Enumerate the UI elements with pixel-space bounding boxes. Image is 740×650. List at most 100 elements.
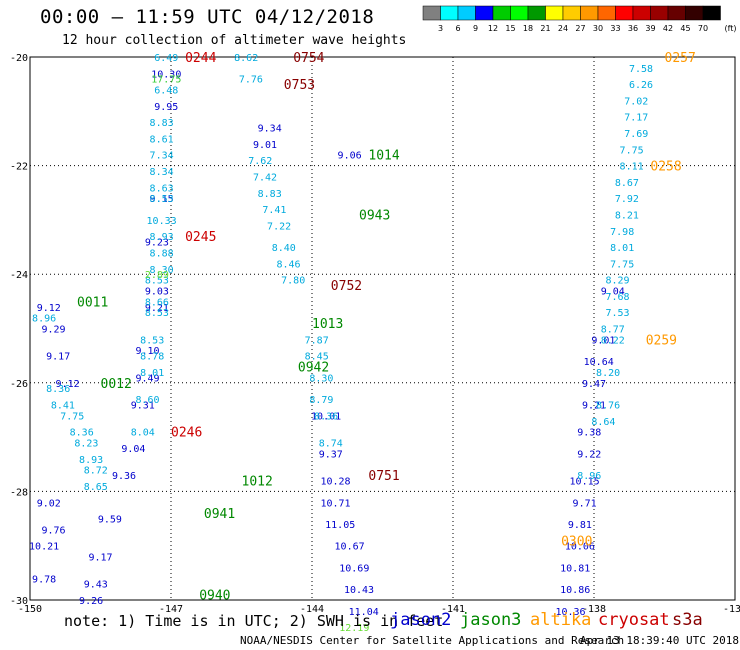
pass-time-label: 0258 xyxy=(650,160,681,175)
swh-value-label: 9.71 xyxy=(573,498,597,509)
swh-value-label: 10.67 xyxy=(335,542,365,553)
swh-value-label: 7.75 xyxy=(620,145,644,156)
colorbar-swatch xyxy=(510,5,529,21)
colorbar-tick-label: 30 xyxy=(593,24,603,33)
y-tick-label: -20 xyxy=(10,53,28,64)
swh-value-label: 9.43 xyxy=(84,580,108,591)
pass-time-label: 0942 xyxy=(298,361,329,376)
swh-value-label: 8.83 xyxy=(150,118,174,129)
swh-value-label: 8.29 xyxy=(605,276,629,287)
pass-time-label: 0753 xyxy=(284,78,315,93)
swh-value-label: 9.34 xyxy=(258,124,282,135)
swh-value-label: 9.81 xyxy=(568,520,592,531)
footer-timestamp: Apr 13 18:39:40 UTC 2018 xyxy=(580,634,739,647)
pass-time-label: 0943 xyxy=(359,208,390,223)
swh-value-label: 8.76 xyxy=(596,401,620,412)
swh-value-label: 10.81 xyxy=(560,563,590,574)
swh-value-label: 8.46 xyxy=(276,259,300,270)
colorbar-tick-label: 24 xyxy=(558,24,568,33)
swh-value-label: 8.88 xyxy=(150,248,174,259)
swh-value-label: 6.48 xyxy=(154,86,178,97)
swh-value-label: 8.93 xyxy=(150,232,174,243)
swh-value-label: 7.68 xyxy=(605,292,629,303)
pass-annotations: 0244 0245 0246 0754 0753 0752 0751 1014 0943 1013… xyxy=(77,51,696,604)
colorbar: 3 6 9 12 15 18 21 24 27 30 33 36 39 42 45 70 (ft) xyxy=(422,5,737,33)
swh-value-label: 7.41 xyxy=(262,205,286,216)
data-labels: 10.30 9.95 9.15 9.23 9.03 9.21 9.10 9.49 9.31 9.0… xyxy=(29,53,653,634)
swh-value-label: 8.79 xyxy=(309,395,333,406)
swh-value-label: 7.98 xyxy=(610,227,634,238)
pass-time-label: 0259 xyxy=(646,333,677,348)
swh-value-label: 8.93 xyxy=(79,455,103,466)
swh-value-label: 8.41 xyxy=(51,401,75,412)
colorbar-swatch xyxy=(650,5,669,21)
colorbar-swatch xyxy=(702,5,721,21)
legend-altika: altika xyxy=(530,610,592,630)
swh-value-label: 10.69 xyxy=(339,563,369,574)
swh-value-label: 8.64 xyxy=(591,417,615,428)
swh-value-label: 9.17 xyxy=(46,352,70,363)
colorbar-tick-label: 21 xyxy=(540,24,550,33)
colorbar-tick-label: 18 xyxy=(523,24,533,33)
swh-value-label: 9.22 xyxy=(577,449,601,460)
swh-value-label: 8.65 xyxy=(84,482,108,493)
colorbar-swatch xyxy=(667,5,686,21)
swh-value-label: 8.45 xyxy=(305,352,329,363)
swh-value-label: 10.36 xyxy=(555,607,585,618)
swh-value-label: 9.17 xyxy=(88,553,112,564)
swh-value-label: 17.75 xyxy=(151,75,181,86)
x-tick-label: -141 xyxy=(441,604,465,615)
x-tick-label: -150 xyxy=(18,604,42,615)
swh-value-label: 8.53 xyxy=(145,276,169,287)
pass-time-label: 0754 xyxy=(293,51,324,66)
pass-time-label: 0245 xyxy=(185,230,216,245)
pass-time-label: 0246 xyxy=(171,426,202,441)
swh-value-label: 8.22 xyxy=(601,335,625,346)
swh-value-label: 8.23 xyxy=(74,439,98,450)
swh-value-label: 7.34 xyxy=(150,151,174,162)
swh-value-label: 7.53 xyxy=(605,308,629,319)
colorbar-swatch xyxy=(597,5,616,21)
pass-time-label: 0751 xyxy=(368,469,399,484)
swh-value-label: 7.75 xyxy=(60,411,84,422)
swh-value-label: 8.67 xyxy=(615,178,639,189)
colorbar-swatch xyxy=(457,5,476,21)
colorbar-swatch xyxy=(580,5,599,21)
swh-value-label: 7.80 xyxy=(281,276,305,287)
swh-value-label: 9.12 xyxy=(56,379,80,390)
swh-value-label: 8.20 xyxy=(596,368,620,379)
footer-credit: NOAA/NESDIS Center for Satellite Applica… xyxy=(240,634,625,647)
colorbar-swatch xyxy=(545,5,564,21)
swh-value-label: 8.74 xyxy=(319,439,343,450)
swh-value-label: 7.75 xyxy=(610,259,634,270)
colorbar-tick-label: 6 xyxy=(455,24,460,33)
swh-value-label: 9.21 xyxy=(582,401,606,412)
swh-value-label: 8.36 xyxy=(70,428,94,439)
swh-value-label: 7.58 xyxy=(629,64,653,75)
pass-time-label: 0011 xyxy=(77,295,108,310)
swh-value-label: 8.72 xyxy=(84,466,108,477)
swh-value-label: 6.26 xyxy=(629,80,653,91)
plot-border xyxy=(29,56,736,601)
swh-value-label: 9.38 xyxy=(577,428,601,439)
swh-value-label: 8.53 xyxy=(140,335,164,346)
swh-value-label: 8.30 xyxy=(309,373,333,384)
pass-time-label: 1012 xyxy=(242,475,273,490)
swh-value-label: 10.06 xyxy=(565,542,595,553)
swh-value-label: 12.19 xyxy=(339,623,369,634)
swh-value-label: 8.53 xyxy=(145,308,169,319)
pass-time-label: 0752 xyxy=(331,279,362,294)
swh-value-label: 10.28 xyxy=(320,477,350,488)
swh-value-label: 11.04 xyxy=(349,607,379,618)
swh-value-label: 10.86 xyxy=(560,585,590,596)
legend-jason2: jason2 xyxy=(390,610,452,630)
x-tick-label: -147 xyxy=(159,604,183,615)
swh-value-label: 8.60 xyxy=(135,395,159,406)
colorbar-unit: (ft) xyxy=(725,24,737,33)
footer-note: note: 1) Time is in UTC; 2) SWH is in fe… xyxy=(64,612,444,630)
swh-value-label: 10.71 xyxy=(320,498,350,509)
colorbar-swatch xyxy=(475,5,494,21)
swh-value-label: 10.43 xyxy=(344,585,374,596)
swh-value-label: 7.76 xyxy=(239,75,263,86)
swh-value-label: 7.69 xyxy=(624,129,648,140)
